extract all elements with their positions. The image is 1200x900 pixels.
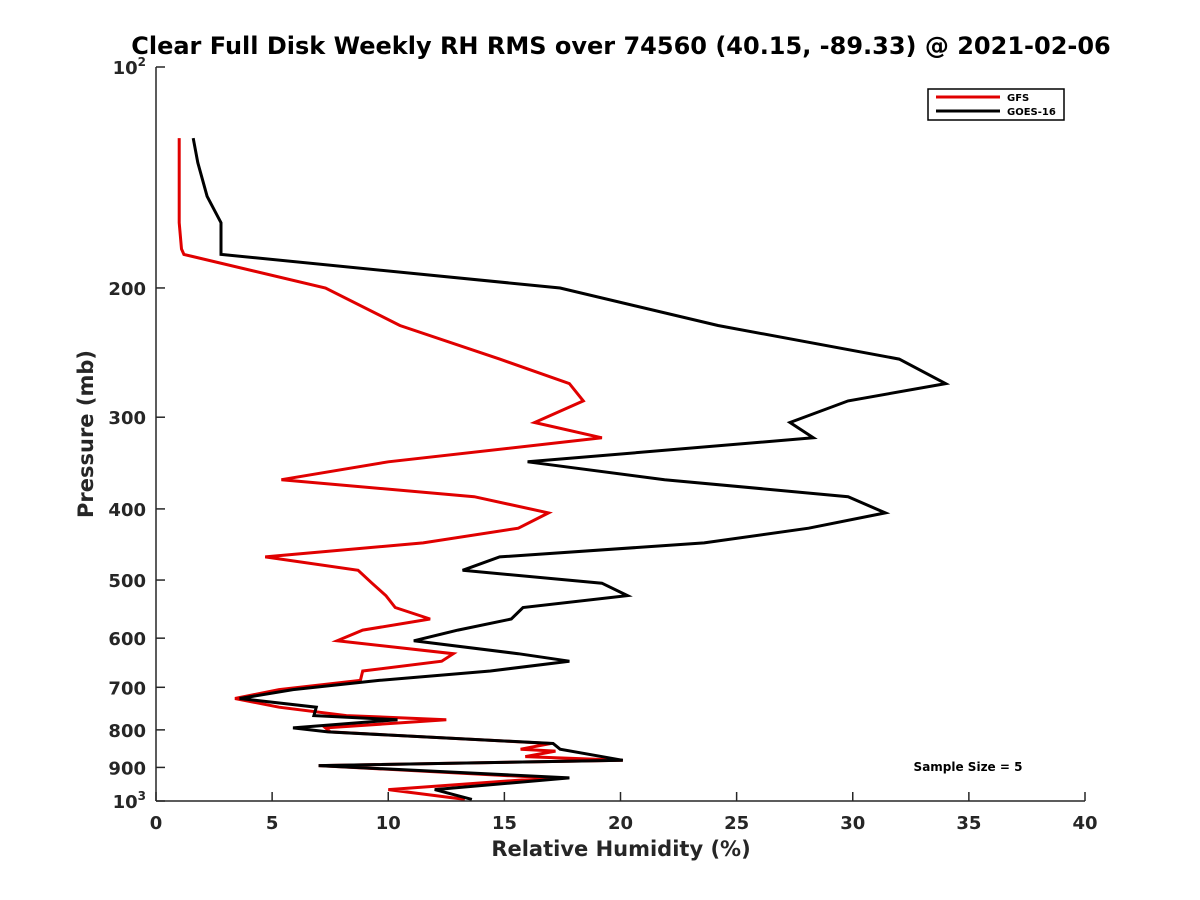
x-tick-label: 40 (1072, 813, 1097, 834)
sample-size-annotation: Sample Size = 5 (914, 760, 1023, 774)
x-axis-label: Relative Humidity (%) (491, 837, 750, 861)
y-tick-label: 200 (108, 279, 146, 300)
series-line-goes-16 (191, 137, 951, 801)
y-tick-label: 300 (108, 408, 146, 429)
series-layer (177, 137, 951, 801)
y-tick-label: 900 (108, 758, 146, 779)
legend-entries: GFS GOES-16 (936, 93, 1056, 118)
legend: GFS GOES-16 (927, 88, 1065, 121)
x-tick-label: 25 (724, 813, 749, 834)
y-tick-label: 102 (113, 55, 146, 79)
legend-box (927, 88, 1065, 121)
y-ticks: 102 200 300 400 500 600 700 800 900 103 (108, 55, 165, 813)
y-tick-label: 400 (108, 500, 146, 521)
y-tick-label: 700 (108, 678, 146, 699)
x-tick-label: 20 (608, 813, 633, 834)
legend-label: GFS (1007, 93, 1029, 104)
x-tick-label: 30 (840, 813, 865, 834)
plot-area: 0 5 10 15 20 25 30 35 40 102 200 300 400 500 600 700 80… (108, 55, 1097, 834)
x-ticks: 0 5 10 15 20 25 30 35 40 (150, 792, 1098, 834)
y-tick-label: 800 (108, 721, 146, 742)
x-tick-label: 15 (492, 813, 517, 834)
x-tick-label: 35 (956, 813, 981, 834)
x-tick-label: 10 (376, 813, 401, 834)
chart-title: Clear Full Disk Weekly RH RMS over 74560… (131, 32, 1111, 60)
series-line-gfs (177, 138, 623, 801)
y-axis-label: Pressure (mb) (74, 350, 98, 518)
y-tick-label: 600 (108, 629, 146, 650)
legend-label: GOES-16 (1007, 107, 1056, 118)
x-tick-label: 0 (150, 813, 163, 834)
y-tick-label: 500 (108, 571, 146, 592)
y-tick-label: 103 (113, 789, 146, 813)
x-tick-label: 5 (266, 813, 279, 834)
